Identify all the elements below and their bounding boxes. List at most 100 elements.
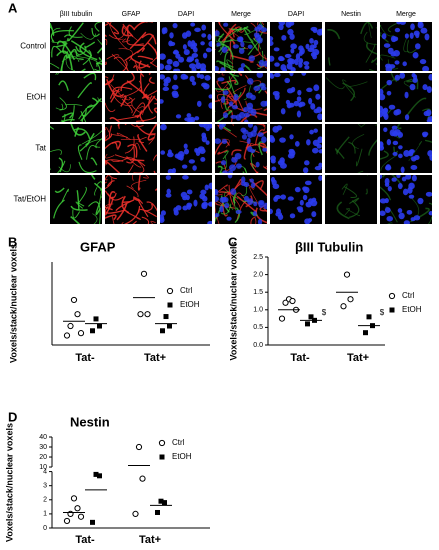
fiber <box>220 36 228 50</box>
fiber <box>143 175 149 179</box>
fiber <box>342 82 355 102</box>
fiber <box>224 191 234 211</box>
fiber <box>356 148 363 167</box>
nucleus <box>235 163 242 169</box>
point <box>132 510 139 517</box>
annotation: $ <box>380 308 385 317</box>
point <box>77 513 85 520</box>
nucleus <box>386 90 392 96</box>
nucleus <box>245 92 253 99</box>
nucleus <box>274 194 282 200</box>
fiber <box>80 32 97 40</box>
image-content <box>105 22 157 71</box>
nucleus <box>401 176 407 182</box>
fiber <box>94 22 102 32</box>
fiber <box>110 88 120 103</box>
nucleus <box>215 195 220 202</box>
row-label: EtOH <box>26 93 46 102</box>
nucleus <box>192 165 197 171</box>
nucleus <box>307 218 313 223</box>
image-content <box>270 22 322 71</box>
nucleus <box>221 46 228 53</box>
image-content <box>380 22 430 71</box>
fiber <box>368 22 372 38</box>
legend-marker <box>388 292 396 300</box>
micrograph <box>270 22 322 71</box>
fiber <box>50 22 55 37</box>
point <box>343 271 351 278</box>
nucleus <box>304 180 312 186</box>
nucleus <box>386 79 393 86</box>
annotation: $ <box>322 308 327 317</box>
nucleus <box>240 181 247 187</box>
nucleus <box>303 186 310 194</box>
nucleus <box>397 208 403 214</box>
fiber <box>218 22 235 41</box>
fiber <box>133 65 139 71</box>
nucleus <box>199 74 205 80</box>
nucleus <box>238 36 244 43</box>
image-content <box>327 22 377 71</box>
y-tick-label: 0 <box>43 525 47 532</box>
micrograph <box>50 175 102 224</box>
nucleus <box>188 159 195 164</box>
fiber <box>427 216 432 224</box>
micrograph <box>325 22 377 71</box>
nucleus <box>194 58 199 63</box>
nucleus <box>164 64 172 71</box>
nucleus <box>294 186 301 193</box>
image-content <box>270 125 322 173</box>
nucleus <box>270 73 275 79</box>
fiber <box>96 181 102 203</box>
fiber <box>126 147 135 164</box>
nucleus <box>296 110 302 118</box>
nucleus <box>382 107 389 114</box>
point <box>63 517 71 525</box>
fiber <box>253 180 264 191</box>
fiber <box>109 22 112 25</box>
fiber <box>84 41 96 49</box>
micrograph <box>160 73 212 122</box>
fiber <box>215 193 223 196</box>
nucleus <box>181 164 188 169</box>
nucleus <box>384 63 392 69</box>
nucleus <box>383 127 388 133</box>
fiber <box>67 22 84 42</box>
fiber <box>94 62 101 71</box>
row-label: Tat/EtOH <box>14 195 47 204</box>
fiber <box>406 97 427 117</box>
fiber <box>366 42 377 55</box>
nucleus <box>166 58 173 65</box>
nucleus <box>425 109 432 117</box>
fiber <box>98 57 102 63</box>
fiber <box>229 38 254 43</box>
x-tick-label: Tat+ <box>144 352 166 364</box>
nucleus <box>247 131 254 138</box>
nucleus <box>384 207 391 213</box>
nucleus <box>298 62 303 68</box>
nucleus <box>172 22 178 29</box>
micrograph <box>270 73 322 122</box>
nucleus <box>317 113 322 121</box>
legend-label: EtOH <box>180 300 200 309</box>
fiber <box>369 63 377 71</box>
nucleus <box>270 155 276 162</box>
fiber <box>138 106 145 116</box>
fiber <box>131 158 145 162</box>
fiber <box>387 22 402 33</box>
fiber <box>254 129 265 146</box>
nucleus <box>417 197 424 205</box>
nucleus <box>160 217 165 223</box>
fiber <box>231 149 242 156</box>
fiber <box>112 134 129 139</box>
nucleus <box>249 178 254 183</box>
nucleus <box>165 175 171 180</box>
fiber <box>349 197 360 204</box>
image-content <box>325 77 368 102</box>
nucleus <box>247 107 254 114</box>
fiber <box>72 209 81 219</box>
nucleus <box>305 43 310 50</box>
nucleus <box>286 102 292 109</box>
fiber <box>138 136 147 143</box>
nucleus <box>232 44 239 49</box>
